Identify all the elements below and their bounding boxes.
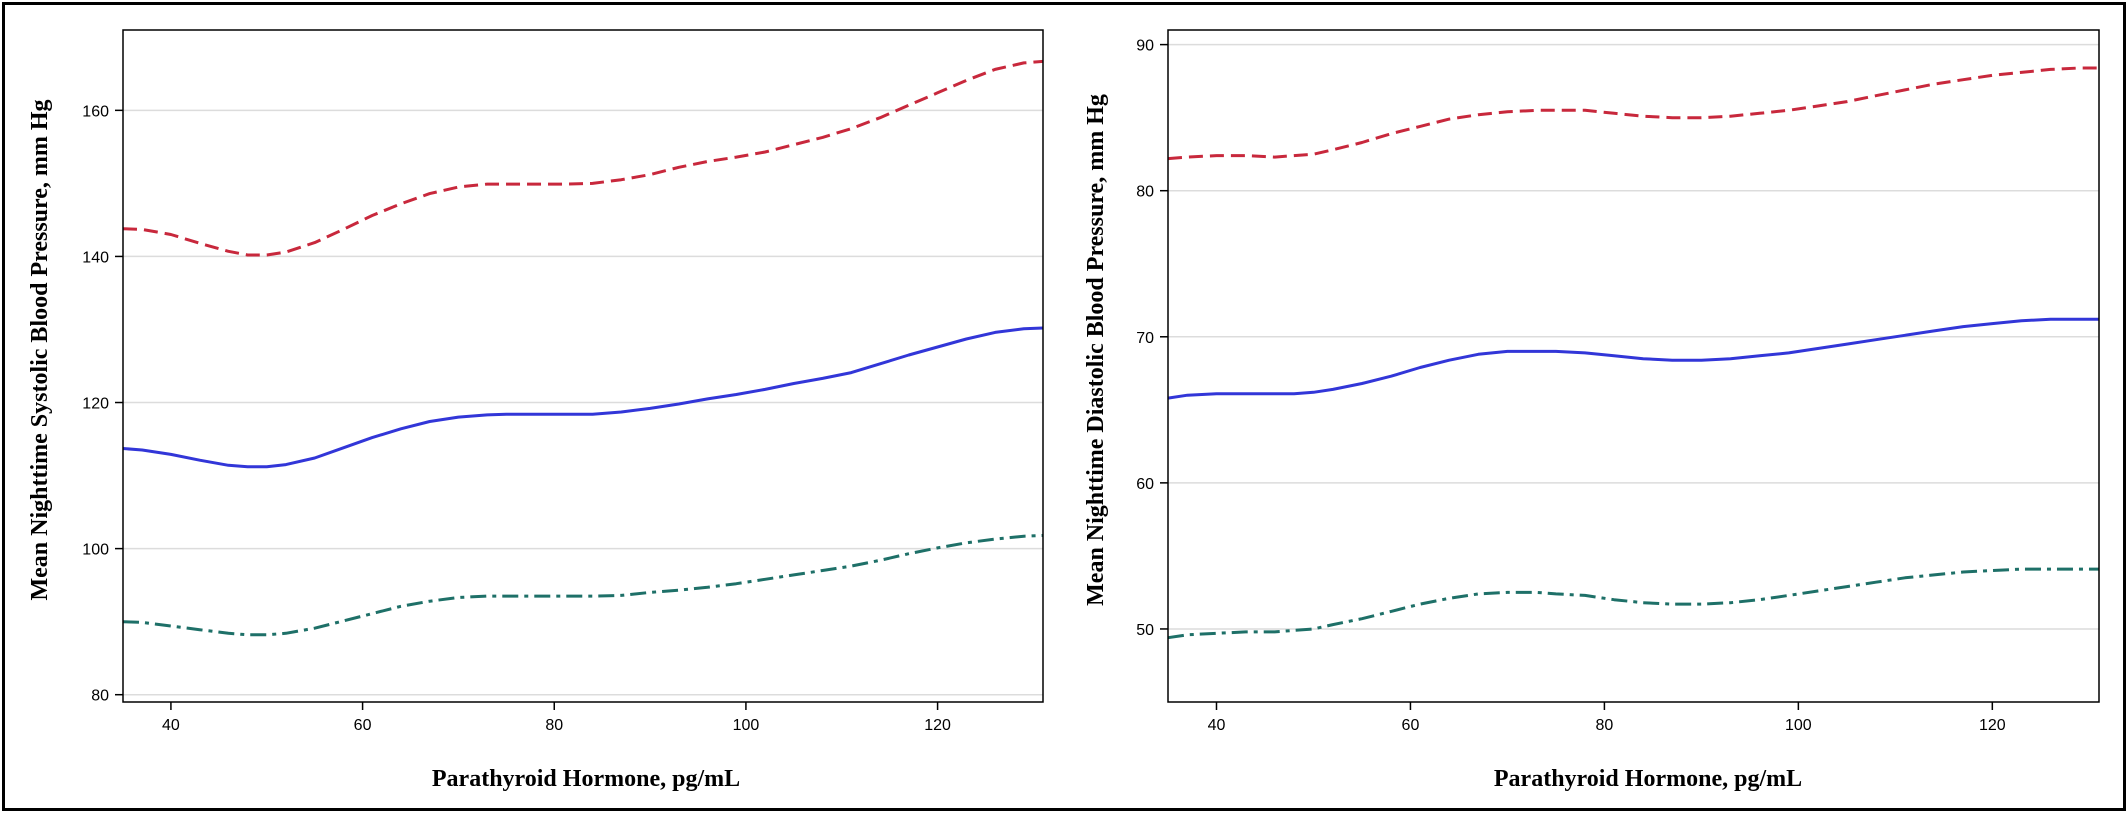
x-axis-title: Parathyroid Hormone, pg/mL [432,766,740,792]
figure-canvas: Parathyroid Hormone, pg/mL Mean Nighttim… [27,29,2100,792]
y-tick-label: 100 [82,542,109,559]
x-tick-label: 120 [924,717,951,734]
diastolic-panel: Parathyroid Hormone, pg/mL Mean Nighttim… [1083,29,2100,792]
x-tick-label: 80 [1596,717,1614,734]
y-tick-label: 60 [1136,476,1154,493]
series-line-dashed [1167,66,2099,161]
series-line-dashed [122,59,1044,257]
x-tick-label: 40 [162,717,180,734]
y-tick-label: 140 [82,249,109,266]
x-tick-label: 40 [1208,717,1226,734]
x-tick-label: 100 [733,717,760,734]
series-line-dash-dot [122,534,1044,637]
y-tick-label: 80 [1136,184,1154,201]
y-tick-label: 80 [91,688,109,705]
x-tick-label: 60 [354,717,372,734]
y-axis-title: Mean Nighttime Diastolic Blood Pressure,… [1083,94,1109,606]
series-line-solid [1167,317,2099,400]
x-tick-label: 100 [1785,717,1812,734]
series-line-solid [122,326,1044,469]
y-tick-label: 120 [82,396,109,413]
series-line-dash-dot [1167,567,2099,640]
x-tick-label: 60 [1402,717,1420,734]
x-tick-label: 80 [545,717,563,734]
y-axis-title: Mean Nighttime Systolic Blood Pressure, … [27,99,53,600]
y-tick-label: 160 [82,103,109,120]
y-tick-label: 70 [1136,330,1154,347]
plot-area-border [122,29,1044,703]
y-tick-label: 50 [1136,622,1154,639]
y-tick-label: 90 [1136,38,1154,55]
plot-area-border [1167,29,2100,703]
x-axis-title: Parathyroid Hormone, pg/mL [1494,766,1802,792]
x-tick-label: 120 [1979,717,2006,734]
systolic-panel: Parathyroid Hormone, pg/mL Mean Nighttim… [27,29,1044,792]
